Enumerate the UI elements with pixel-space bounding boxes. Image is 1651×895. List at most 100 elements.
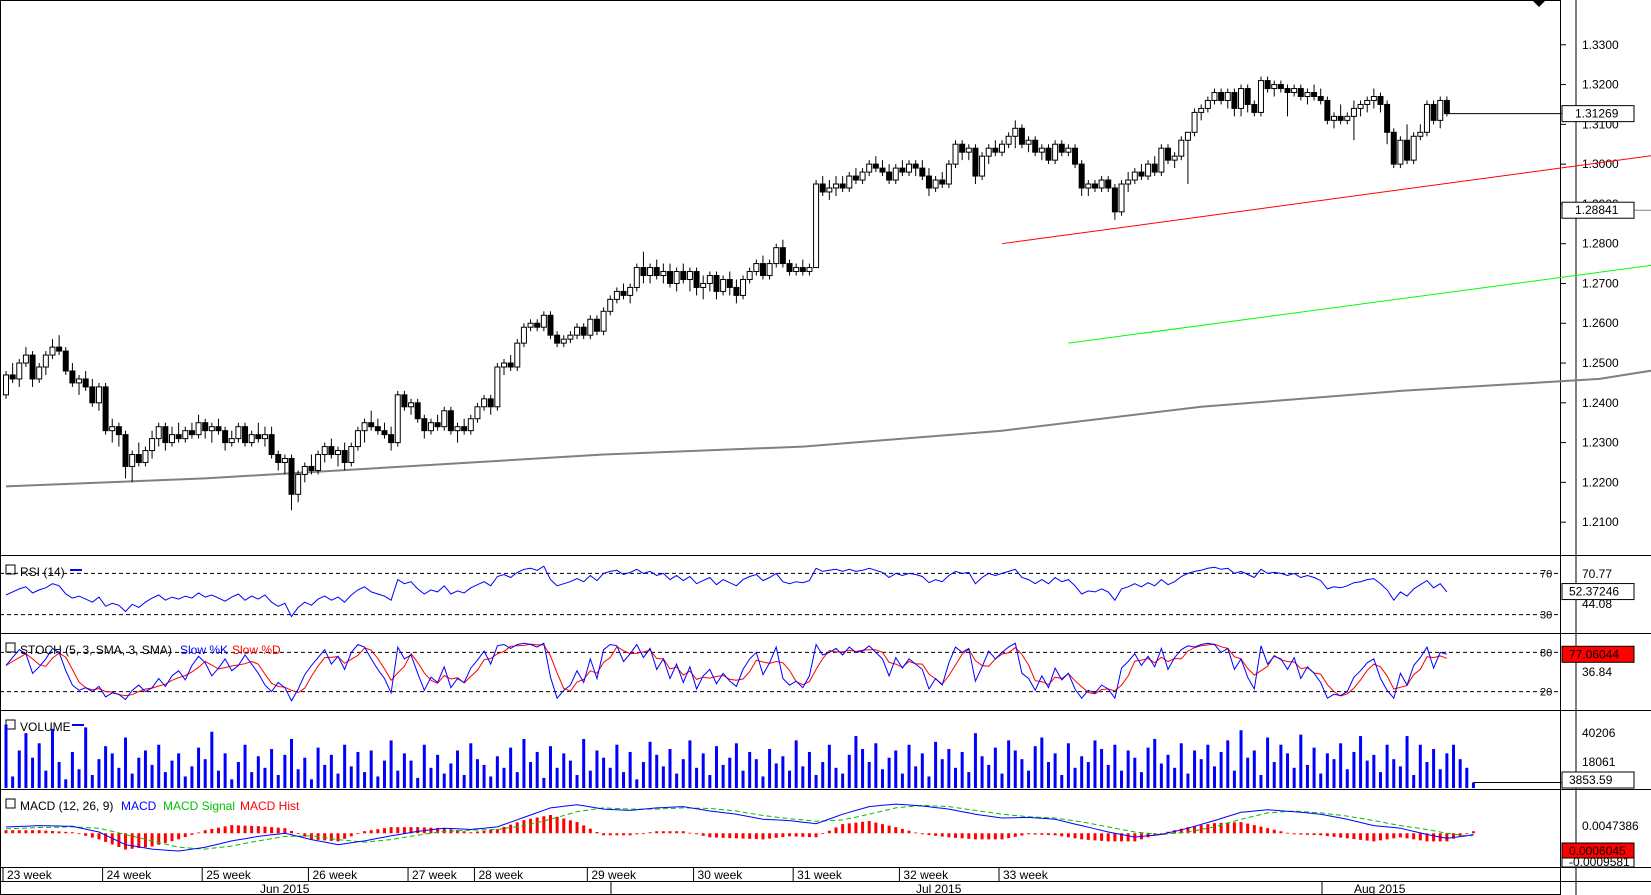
candle [494, 363, 501, 411]
macd-hist-bar [1193, 826, 1197, 834]
macd-hist-bar [1232, 822, 1236, 834]
candle [208, 422, 215, 443]
candle [1058, 140, 1065, 157]
candle-body-up [142, 450, 149, 463]
volume-bar [270, 749, 274, 788]
candle-body-down [653, 267, 660, 277]
volume-bar [655, 754, 659, 788]
macd-hist-bar [177, 833, 181, 840]
candle [925, 168, 932, 196]
volume-bar [190, 766, 194, 788]
candle-body-down [1404, 139, 1411, 161]
candle-body-up [36, 366, 43, 380]
candle-body-up [22, 354, 29, 364]
macd-hist-bar [781, 833, 785, 838]
candle [135, 442, 142, 467]
volume-bar [1166, 754, 1170, 788]
volume-bar [250, 772, 254, 788]
volume-bar [223, 753, 227, 788]
candle [686, 267, 693, 292]
macd-hist-bar [1312, 833, 1316, 836]
price-tick-label: 1.2500 [1582, 356, 1619, 370]
volume-bar [143, 750, 147, 788]
candle-body-down [135, 454, 142, 463]
volume-bar [734, 743, 738, 788]
volume-bar [1219, 751, 1223, 788]
candle-body-up [965, 147, 972, 153]
macd-hist-bar [37, 830, 41, 834]
volume-bar [1232, 770, 1236, 788]
candle-body-down [421, 418, 428, 432]
candle-body-down [912, 163, 919, 169]
candle-body-down [726, 278, 733, 288]
volume-bar [1000, 773, 1004, 788]
candle-body-up [806, 267, 813, 273]
candle [992, 140, 999, 157]
macd-hist-bar [1086, 833, 1090, 840]
candle-body-up [952, 143, 959, 165]
macd-hist-bar [290, 830, 294, 834]
candle-body-up [76, 378, 83, 384]
volume-bar [1418, 744, 1422, 788]
macd-hist-bar [1286, 832, 1290, 834]
volume-bar [349, 766, 353, 788]
macd-hist-bar [1471, 831, 1475, 834]
candle [1324, 96, 1331, 125]
volume-bar [1272, 762, 1276, 788]
volume-bar [1153, 738, 1157, 788]
candle [441, 406, 448, 431]
candle-body-down [939, 179, 946, 185]
macd-hist-bar [1020, 833, 1024, 836]
macd-hist-bar [907, 830, 911, 834]
volume-bar [1212, 766, 1216, 788]
candle [461, 418, 468, 435]
candle [149, 430, 156, 459]
candle [1231, 88, 1238, 117]
candle [95, 382, 102, 411]
macd-hist-bar [1252, 825, 1256, 834]
candle [222, 426, 229, 451]
candle-body-down [268, 434, 275, 456]
candle-body-down [381, 430, 388, 436]
candle [779, 239, 786, 268]
volume-bar [714, 746, 718, 788]
macd-hist-bar [1120, 833, 1124, 842]
macd-hist-bar [608, 833, 612, 836]
candle-body-down [779, 247, 786, 265]
macd-hist-bar [861, 821, 865, 834]
macd-hist-bar [582, 825, 586, 834]
volume-bar [794, 740, 798, 788]
candle [1417, 124, 1424, 141]
macd-hist-bar [509, 824, 513, 834]
candle [746, 267, 753, 284]
candle [1025, 136, 1032, 153]
volume-bar [1239, 730, 1243, 788]
volume-bar [1425, 762, 1429, 788]
candle-body-down [388, 434, 395, 444]
macd-hist-bar [973, 833, 977, 840]
candle-body-down [547, 314, 554, 336]
volume-bar [993, 747, 997, 788]
candle [195, 414, 202, 439]
candle-body-up [1184, 131, 1191, 141]
candle [142, 446, 149, 467]
volume-bar [768, 749, 772, 788]
stoch-last-badge [1561, 645, 1635, 663]
macd-hist-bar [827, 830, 831, 834]
candle-body-up [627, 286, 634, 296]
candle [647, 263, 654, 284]
volume-bar [1100, 749, 1104, 788]
candle-body-up [1370, 95, 1377, 101]
volume-bar [1432, 749, 1436, 788]
candle-body-down [1284, 88, 1291, 94]
macd-hist-bar [721, 833, 725, 838]
macd-hist-bar [1405, 833, 1409, 839]
macd-hist-bar [1372, 833, 1376, 842]
candle [268, 426, 275, 459]
macd-hist-bar [1458, 833, 1462, 836]
candle-body-down [620, 290, 627, 296]
macd-hist-bar [1425, 833, 1429, 842]
macd-hist-bar [714, 833, 718, 838]
rsi-axis-label: 70.77 [1582, 567, 1612, 581]
candle [1091, 180, 1098, 192]
